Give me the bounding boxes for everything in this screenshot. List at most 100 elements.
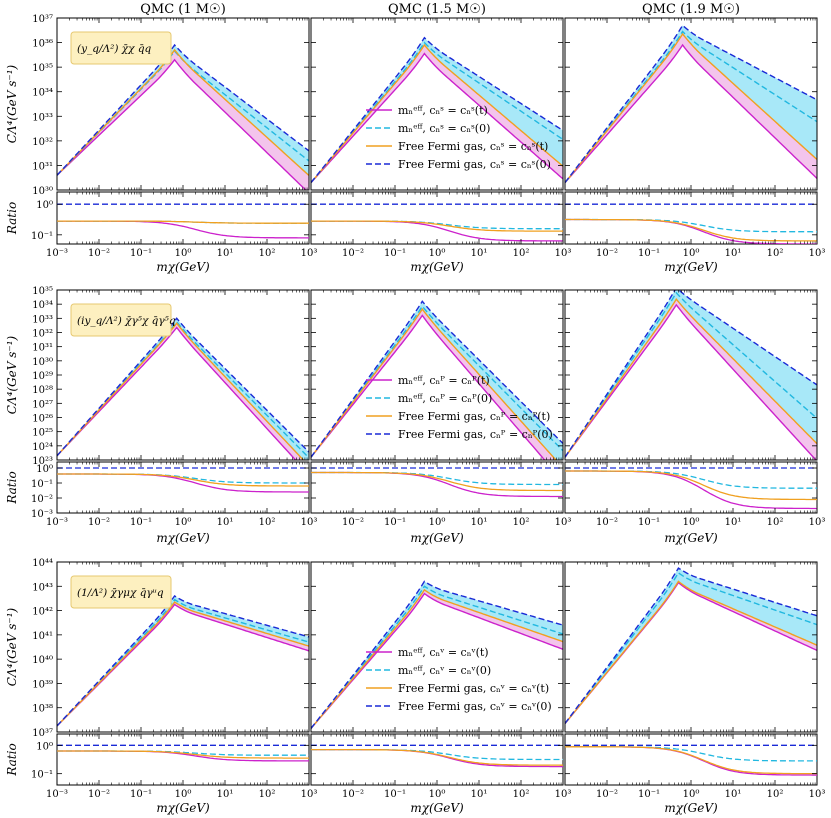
x-tick-label: 10⁻² — [342, 789, 364, 800]
ratio-fermi-t-line — [311, 471, 563, 492]
x-tick-label: 10⁰ — [683, 248, 700, 259]
series-fermi-0-line — [311, 580, 563, 729]
x-tick-label: 10⁻² — [88, 517, 110, 528]
series-eff-0-line — [57, 598, 309, 727]
ratio-y-tick-label: 10⁰ — [36, 200, 53, 211]
pink-band — [57, 323, 304, 460]
x-tick-label: 10⁻¹ — [384, 248, 406, 259]
x-tick-label: 10¹ — [217, 789, 234, 800]
y-tick-label: 10³⁰ — [32, 186, 53, 197]
legend-entry-eff-0: mₙᵉᶠᶠ, cₙᵛ = cₙᵛ(0) — [398, 664, 491, 677]
y-tick-label: 10⁴² — [32, 607, 53, 618]
panel-r3-c2: 10⁻² 10⁻¹ 10⁰ 10¹ 10² 10³ mχ(GeV) mₙᵉᶠᶠ, cₙᵛ = … — [310, 561, 571, 815]
cyan-band — [57, 596, 309, 726]
x-tick-label: 10³ — [555, 517, 572, 528]
pink-band — [565, 581, 817, 724]
x-tick-label: 10⁰ — [683, 517, 700, 528]
plot-area — [565, 24, 817, 184]
plot-area — [311, 580, 563, 729]
x-tick-label: 10⁻¹ — [130, 517, 152, 528]
plot-area — [311, 300, 563, 460]
y-tick-label: 10²⁶ — [32, 414, 53, 425]
x-tick-label: 10³ — [809, 517, 826, 528]
series-fermi-0-line — [57, 317, 309, 457]
x-tick-label: 10⁰ — [683, 789, 700, 800]
y-tick-label: 10²³ — [32, 456, 53, 467]
x-tick-label: 10⁻¹ — [130, 248, 152, 259]
series-eff-0-line — [57, 320, 309, 459]
legend-entry-fermi-t: Free Fermi gas, cₙᵛ = cₙᵛ(t) — [398, 682, 549, 695]
column-title-3: QMC (1.9 M☉) — [642, 2, 740, 17]
y-tick-label: 10⁴¹ — [32, 631, 53, 642]
ratio-frame — [564, 733, 818, 786]
ratio-area — [57, 467, 309, 493]
ratio-fermi-t-line — [57, 473, 309, 487]
ratio-area — [311, 744, 563, 768]
legend-entry-eff-0: mₙᵉᶠᶠ, cₙˢ = cₙˢ(0) — [398, 122, 490, 135]
series-eff-t-line — [57, 58, 307, 190]
ratio-frame — [56, 191, 310, 245]
ratio-area — [565, 744, 817, 776]
plot-area — [57, 43, 309, 190]
x-tick-label: 10⁻² — [596, 789, 618, 800]
series-fermi-t-line — [311, 588, 563, 729]
x-tick-label: 10⁰ — [175, 789, 192, 800]
operator-box — [70, 303, 172, 337]
y-tick-label: 10³¹ — [32, 343, 53, 354]
ratio-area — [311, 467, 563, 498]
operator-label: (iy_q/Λ²) χ̄γ⁵χ q̄γ⁵q — [77, 315, 176, 327]
series-eff-0-line — [311, 585, 563, 729]
x-tick-label: 10² — [513, 248, 530, 259]
ratio-y-tick-label: 10⁰ — [36, 464, 53, 475]
y-tick-label: 10³¹ — [32, 161, 53, 172]
y-tick-label: 10³² — [32, 329, 53, 340]
x-tick-label: 10³ — [809, 789, 826, 800]
x-tick-label: 10³ — [301, 517, 318, 528]
x-tick-label: 10⁻¹ — [130, 789, 152, 800]
operator-box — [70, 31, 172, 65]
x-tick-label: 10¹ — [217, 248, 234, 259]
pink-band — [311, 589, 563, 729]
x-tick-label: 10⁻¹ — [638, 248, 660, 259]
ratio-y-tick-label: 10⁻¹ — [31, 770, 53, 781]
ratio-frame — [56, 461, 310, 514]
panel-r1-c1: 10⁻³ 10⁻² 10⁻¹ 10⁰ 10¹ 10² 10³ mχ(GeV) 10³⁰ 10³¹ 1… — [5, 14, 317, 274]
legend-entry-fermi-t: Free Fermi gas, cₙˢ = cₙˢ(t) — [398, 140, 548, 153]
y-tick-label: 10³⁵ — [32, 286, 53, 297]
x-tick-label: 10⁻² — [342, 248, 364, 259]
ratio-fermi-t-line — [565, 746, 817, 775]
x-tick-label: 10¹ — [725, 789, 742, 800]
x-tick-label: 10⁻¹ — [638, 517, 660, 528]
x-tick-label: 10⁻³ — [46, 248, 68, 259]
y-tick-label: 10³⁷ — [32, 728, 53, 739]
series-fermi-0-line — [565, 24, 817, 184]
operator-label: (y_q/Λ²) χ̄χ q̄q — [77, 43, 152, 55]
x-tick-label: 10⁻² — [596, 248, 618, 259]
y-tick-label: 10³⁶ — [32, 39, 53, 50]
series-eff-0-line — [565, 571, 817, 724]
x-tick-label: 10¹ — [471, 789, 488, 800]
ratio-frame — [56, 733, 310, 786]
series-fermi-0-line — [565, 290, 817, 458]
ratio-fermi-t-line — [57, 750, 309, 759]
x-tick-label: 10¹ — [217, 517, 234, 528]
series-fermi-t-line — [57, 322, 305, 460]
operator-label: (1/Λ²) χ̄γμχ q̄γᵘq — [77, 587, 164, 599]
ratio-y-tick-label: 10⁻² — [31, 494, 53, 505]
y-tick-label: 10³⁷ — [32, 14, 53, 25]
column-title-1: QMC (1 M☉) — [140, 2, 226, 17]
ratio-y-tick-label: 10⁻¹ — [31, 231, 53, 242]
cyan-band — [311, 581, 563, 729]
x-axis-label: mχ(GeV) — [664, 531, 718, 545]
series-eff-t-line — [57, 603, 309, 727]
ratio-frame — [310, 733, 564, 786]
panel-r1-c2: 10⁻² 10⁻¹ 10⁰ 10¹ 10² 10³ mχ(GeV) mₙᵉᶠᶠ, cₙˢ = … — [310, 17, 571, 274]
x-tick-label: 10² — [767, 517, 784, 528]
x-axis-label: mχ(GeV) — [410, 531, 464, 545]
x-tick-label: 10³ — [809, 248, 826, 259]
y-tick-label: 10⁴³ — [32, 582, 53, 593]
plot-area — [57, 595, 309, 727]
panel-r2-c2: 10⁻² 10⁻¹ 10⁰ 10¹ 10² 10³ mχ(GeV) mₙᵉᶠᶠ, cₙᴾ = … — [310, 289, 572, 545]
y-tick-label: 10³⁹ — [32, 679, 53, 690]
